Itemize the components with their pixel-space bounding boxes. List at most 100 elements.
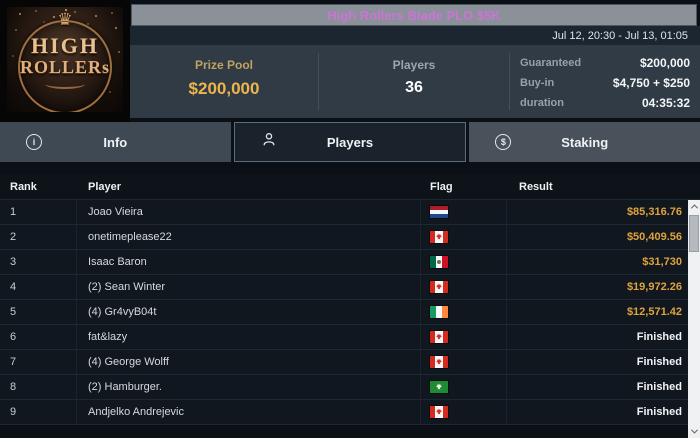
country-flag-icon	[430, 306, 448, 318]
flag-cell	[421, 275, 507, 299]
column-header-rank: Rank	[10, 180, 37, 193]
country-flag-icon	[430, 231, 448, 243]
players-table-body: 1 Joao Vieira $85,316.76 2 onetimeplease…	[0, 200, 688, 434]
players-count-panel: Players 36	[319, 45, 509, 118]
flag-cell	[421, 375, 507, 399]
player-name: Isaac Baron	[77, 250, 421, 274]
flag-cell	[421, 400, 507, 424]
result-cell: $31,730	[642, 256, 682, 268]
player-name: (4) Gr4vyB04t	[77, 300, 421, 324]
table-row[interactable]: 1 Joao Vieira $85,316.76	[0, 200, 688, 225]
player-name: fat&lazy	[77, 325, 421, 349]
country-flag-icon	[430, 406, 448, 418]
buyin-value: $4,750 + $250	[612, 76, 690, 90]
rank-cell: 4	[0, 275, 77, 299]
rank-cell: 1	[0, 200, 77, 224]
title-bar: High Rollers Blade PLO $5K	[131, 4, 697, 26]
table-row[interactable]: 4 (2) Sean Winter $19,972.26	[0, 275, 688, 300]
rank-cell: 3	[0, 250, 77, 274]
tournament-details-panel: Guaranteed $200,000 Buy-in $4,750 + $250…	[510, 45, 700, 118]
schedule-bar: Jul 12, 20:30 - Jul 13, 01:05	[130, 26, 700, 45]
info-icon: i	[26, 134, 42, 150]
table-scrollbar[interactable]	[688, 200, 700, 438]
buyin-label: Buy-in	[520, 77, 555, 89]
table-row[interactable]: 7 (4) George Wolff Finished	[0, 350, 688, 375]
table-row[interactable]: 9 Andjelko Andrejevic Finished	[0, 400, 688, 425]
prize-pool-label: Prize Pool	[194, 58, 253, 72]
rank-cell: 6	[0, 325, 77, 349]
table-row[interactable]: 6 fat&lazy Finished	[0, 325, 688, 350]
flag-cell	[421, 225, 507, 249]
flag-cell	[421, 300, 507, 324]
chevron-up-icon	[690, 204, 698, 212]
rank-cell: 5	[0, 300, 77, 324]
schedule-text: Jul 12, 20:30 - Jul 13, 01:05	[552, 29, 688, 42]
scroll-up-button[interactable]	[688, 200, 700, 213]
logo-text-high: HIGH	[31, 33, 99, 58]
tab-staking[interactable]: $ Staking	[469, 122, 700, 162]
player-name: (2) Hamburger.	[77, 375, 421, 399]
players-icon	[261, 132, 277, 153]
table-row[interactable]: 8 (2) Hamburger. Finished	[0, 375, 688, 400]
logo-image: ♛ HIGH ROLLERs	[7, 7, 123, 112]
result-cell: $85,316.76	[626, 206, 682, 218]
tab-bar: i Info Players $ Staking	[0, 122, 700, 162]
column-header-result: Result	[519, 180, 553, 193]
buyin-row: Buy-in $4,750 + $250	[520, 73, 690, 93]
rank-cell: 8	[0, 375, 77, 399]
prize-pool-value: $200,000	[188, 79, 260, 98]
logo-text-rollers: ROLLERs	[19, 57, 111, 77]
tab-info[interactable]: i Info	[0, 122, 231, 162]
scrollbar-thumb[interactable]	[689, 215, 699, 252]
country-flag-icon	[430, 206, 448, 218]
tab-players[interactable]: Players	[233, 122, 467, 162]
logo-flourish	[45, 79, 85, 89]
scroll-down-button[interactable]	[688, 425, 700, 438]
country-flag-icon	[430, 281, 448, 293]
result-cell: Finished	[636, 356, 682, 368]
sparkles-decoration	[7, 7, 9, 9]
players-count-label: Players	[392, 58, 436, 72]
divider	[509, 53, 510, 110]
duration-row: duration 04:35:32	[520, 93, 690, 113]
flag-cell	[421, 200, 507, 224]
result-cell: Finished	[636, 381, 682, 393]
result-cell: $12,571.42	[626, 306, 682, 318]
player-name: Joao Vieira	[77, 200, 421, 224]
player-name: (4) George Wolff	[77, 350, 421, 374]
table-row[interactable]: 5 (4) Gr4vyB04t $12,571.42	[0, 300, 688, 325]
rank-cell: 2	[0, 225, 77, 249]
column-header-player: Player	[88, 180, 122, 193]
tab-info-label: Info	[103, 134, 128, 150]
chevron-down-icon	[690, 426, 698, 434]
column-header-flag: Flag	[430, 180, 453, 193]
table-row[interactable]: 2 onetimeplease22 $50,409.56	[0, 225, 688, 250]
country-flag-icon	[430, 256, 448, 268]
divider	[318, 53, 319, 110]
guaranteed-row: Guaranteed $200,000	[520, 53, 690, 73]
result-cell: Finished	[636, 406, 682, 418]
duration-value: 04:35:32	[641, 96, 690, 110]
crown-icon: ♛	[57, 10, 73, 29]
high-rollers-logo: ♛ HIGH ROLLERs	[0, 0, 130, 122]
flag-cell	[421, 325, 507, 349]
guaranteed-label: Guaranteed	[520, 57, 582, 69]
rank-cell: 7	[0, 350, 77, 374]
players-table-header: Rank Player Flag Result	[0, 174, 700, 200]
result-cell: $19,972.26	[626, 281, 682, 293]
table-row[interactable]: 3 Isaac Baron $31,730	[0, 250, 688, 275]
flag-cell	[421, 350, 507, 374]
prize-pool-panel: Prize Pool $200,000	[130, 45, 318, 118]
result-cell: $50,409.56	[626, 231, 682, 243]
rank-cell: 9	[0, 400, 77, 424]
logo-circle-ring	[18, 20, 112, 112]
guaranteed-value: $200,000	[639, 56, 690, 70]
country-flag-icon	[430, 331, 448, 343]
flag-cell	[421, 250, 507, 274]
duration-label: duration	[520, 97, 564, 109]
tab-staking-label: Staking	[561, 134, 609, 150]
tournament-title: High Rollers Blade PLO $5K	[327, 7, 501, 23]
stats-panel: Prize Pool $200,000 Players 36 Guarantee…	[130, 45, 700, 118]
result-cell: Finished	[636, 331, 682, 343]
